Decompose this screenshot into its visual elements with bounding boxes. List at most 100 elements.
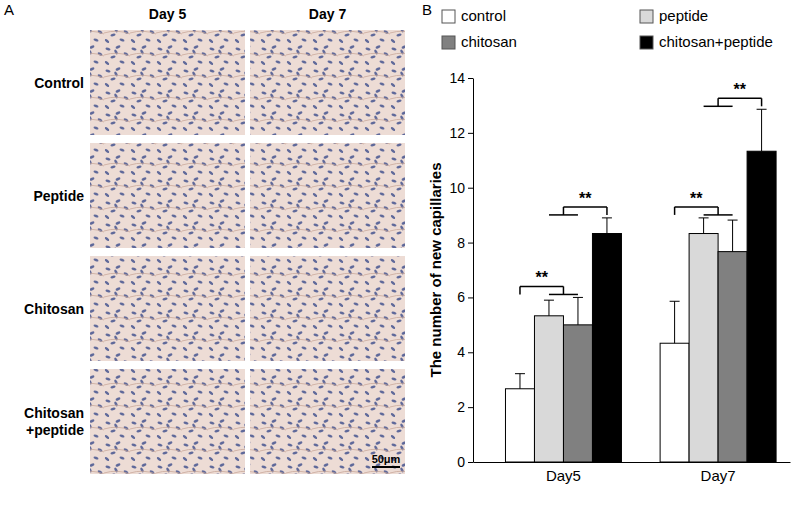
y-tick: 8 bbox=[457, 235, 473, 251]
y-tick-label: 8 bbox=[457, 235, 465, 251]
micrograph bbox=[250, 30, 405, 135]
panel-label: B bbox=[422, 1, 432, 18]
error-bar-stem bbox=[732, 220, 733, 252]
x-tick-label: Day5 bbox=[546, 467, 581, 484]
error-bar-stem bbox=[519, 374, 520, 389]
y-tick-mark bbox=[468, 188, 473, 189]
column-label: Day 5 bbox=[149, 6, 187, 22]
bar bbox=[660, 343, 689, 462]
error-bar-cap bbox=[670, 301, 680, 302]
legend-label: chitosan bbox=[461, 33, 517, 50]
x-tick-label: Day7 bbox=[701, 467, 736, 484]
bracket-span bbox=[549, 214, 578, 216]
legend: control peptide chitosan chitosan+peptide bbox=[442, 7, 773, 50]
annotations: ** ** ** ** bbox=[520, 81, 762, 294]
error-bar-stem bbox=[761, 109, 762, 151]
y-tick-mark bbox=[468, 462, 473, 463]
scale-bar-label: 50μm bbox=[372, 453, 401, 465]
error-bar bbox=[728, 220, 738, 252]
legend-item: chitosan+peptide bbox=[640, 33, 773, 50]
significance-label: ** bbox=[734, 81, 747, 98]
significance-bracket bbox=[704, 98, 762, 106]
y-tick-mark bbox=[468, 352, 473, 353]
bracket-drop bbox=[519, 286, 521, 294]
y-tick-mark bbox=[468, 243, 473, 244]
y-tick: 10 bbox=[449, 180, 473, 196]
y-tick-mark bbox=[468, 78, 473, 79]
y-tick: 14 bbox=[449, 70, 473, 86]
significance-label: ** bbox=[535, 269, 548, 286]
y-tick-label: 10 bbox=[449, 180, 465, 196]
bracket-span bbox=[704, 106, 733, 108]
error-bar-stem bbox=[674, 301, 675, 343]
error-bar-cap bbox=[544, 300, 554, 301]
y-tick-mark bbox=[468, 407, 473, 408]
error-bar-cap bbox=[573, 297, 583, 298]
error-bar-cap bbox=[699, 217, 709, 218]
bar bbox=[534, 316, 563, 462]
significance-label: ** bbox=[579, 190, 592, 207]
legend-swatch bbox=[442, 36, 455, 49]
bracket-drop bbox=[717, 98, 719, 106]
bar bbox=[747, 151, 776, 462]
bracket-drop bbox=[674, 207, 676, 215]
panel-label: A bbox=[4, 1, 14, 18]
y-axis: 0 2 4 6 8 10 12 14 bbox=[449, 70, 473, 470]
bar bbox=[718, 252, 747, 462]
error-bar-stem bbox=[577, 297, 578, 324]
y-tick: 0 bbox=[457, 454, 473, 470]
column-label: Day 7 bbox=[309, 6, 347, 22]
micrograph bbox=[90, 256, 245, 361]
bar bbox=[592, 234, 621, 462]
bracket-span bbox=[549, 294, 578, 296]
bar bbox=[563, 325, 592, 462]
legend-item: peptide bbox=[640, 7, 708, 24]
figure: ABDay 5Day 7ControlPeptideChitosanChitos… bbox=[0, 0, 800, 515]
error-bar-cap bbox=[602, 217, 612, 218]
y-axis-title: The number of new capillaries bbox=[427, 162, 444, 377]
row-label: Control bbox=[34, 75, 84, 91]
significance-bracket bbox=[549, 207, 607, 215]
micrograph bbox=[90, 30, 245, 135]
micrograph bbox=[250, 256, 405, 361]
bracket-drop bbox=[717, 207, 719, 215]
scale-bar bbox=[372, 466, 400, 468]
micrograph bbox=[250, 143, 405, 248]
figure-root: ABDay 5Day 7ControlPeptideChitosanChitos… bbox=[0, 0, 800, 515]
y-tick-label: 12 bbox=[449, 125, 465, 141]
bracket-span bbox=[704, 214, 733, 216]
legend-item: control bbox=[442, 7, 506, 24]
x-tick: Day5 bbox=[546, 462, 581, 484]
row-label: Peptide bbox=[33, 188, 84, 204]
bracket-drop bbox=[761, 98, 763, 106]
y-tick: 2 bbox=[457, 399, 473, 415]
bar bbox=[689, 234, 718, 462]
micrograph bbox=[250, 369, 405, 474]
x-axis: Day5 Day7 bbox=[474, 462, 791, 484]
error-bar bbox=[699, 218, 709, 234]
y-tick: 4 bbox=[457, 344, 473, 360]
error-bar bbox=[573, 297, 583, 324]
significance-label: ** bbox=[690, 190, 703, 207]
error-bar-stem bbox=[703, 218, 704, 234]
legend-swatch bbox=[640, 10, 653, 23]
y-tick-label: 6 bbox=[457, 289, 465, 305]
plot-area bbox=[505, 109, 776, 462]
x-axis-line bbox=[474, 462, 791, 463]
panel-b: 0 2 4 6 8 10 12 14 Day5 Day7 The number of new cap… bbox=[427, 7, 791, 484]
y-tick-mark bbox=[468, 297, 473, 298]
y-tick: 6 bbox=[457, 289, 473, 305]
error-bar bbox=[515, 374, 525, 389]
error-bar bbox=[544, 300, 554, 316]
significance-bracket bbox=[675, 207, 733, 215]
bar bbox=[505, 389, 534, 462]
panel-a: Day 5Day 7ControlPeptideChitosanChitosan… bbox=[24, 6, 405, 474]
legend-label: chitosan+peptide bbox=[659, 33, 773, 50]
error-bar-cap bbox=[728, 220, 738, 221]
row-label: +peptide bbox=[26, 422, 84, 438]
error-bar-cap bbox=[515, 373, 525, 374]
y-tick-label: 2 bbox=[457, 399, 465, 415]
row-label: Chitosan bbox=[24, 301, 84, 317]
y-axis-line bbox=[473, 79, 474, 463]
x-tick: Day7 bbox=[701, 462, 736, 484]
